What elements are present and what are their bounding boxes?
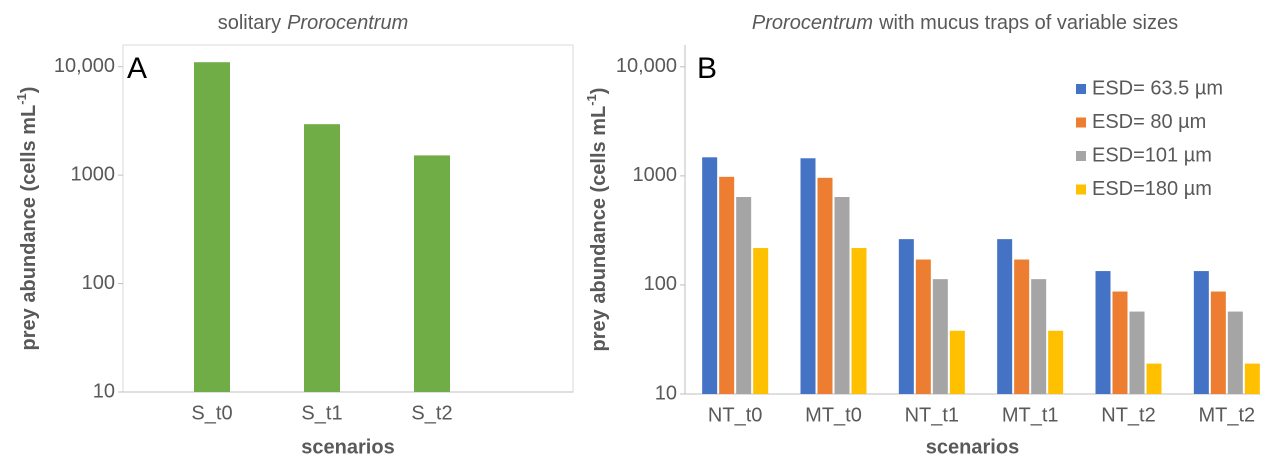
bar xyxy=(1048,330,1064,394)
legend-label: ESD=180 µm xyxy=(1092,178,1212,200)
x-tick-label: S_t0 xyxy=(191,402,232,424)
y-label-part: -1 xyxy=(584,94,599,106)
bar xyxy=(1095,271,1111,394)
bar xyxy=(736,197,752,394)
y-label-part: prey abundance (cells mL xyxy=(588,106,610,352)
y-label-part: ) xyxy=(588,88,610,95)
x-tick-label: MT_t0 xyxy=(805,404,862,426)
x-tick-label: NT_t2 xyxy=(1101,404,1155,426)
legend-swatch xyxy=(1076,117,1086,128)
bar xyxy=(1227,311,1243,394)
x-tick-label: S_t1 xyxy=(301,402,342,424)
bar xyxy=(1129,311,1145,394)
title-part: Prorocentrum xyxy=(752,12,873,34)
y-tick-label: 1000 xyxy=(633,164,678,186)
x-tick-label: MT_t1 xyxy=(1002,404,1059,426)
bar xyxy=(915,259,931,394)
x-tick-label: MT_t2 xyxy=(1198,404,1255,426)
legend-label: ESD= 80 µm xyxy=(1092,111,1206,133)
bar xyxy=(1244,363,1260,394)
y-label-part: -1 xyxy=(14,93,29,105)
legend-swatch xyxy=(1076,84,1086,94)
bar xyxy=(1146,363,1162,394)
x-tick-label: NT_t0 xyxy=(708,404,762,426)
bar xyxy=(1112,291,1128,394)
bar xyxy=(414,155,450,392)
bar xyxy=(753,248,769,394)
bar xyxy=(898,239,914,394)
bar xyxy=(817,177,833,394)
title-part: with mucus traps of variable sizes xyxy=(878,12,1178,34)
bar xyxy=(1031,279,1047,394)
y-tick-label: 10 xyxy=(93,380,115,402)
title-part: Prorocentrum xyxy=(287,12,408,34)
y-label-part: prey abundance (cells mL xyxy=(18,105,40,351)
y-axis-label: prey abundance (cells mL-1) xyxy=(584,88,610,352)
chart-title: solitary Prorocentrum xyxy=(218,12,409,34)
legend-swatch xyxy=(1076,151,1086,161)
y-tick-label: 1000 xyxy=(71,163,116,185)
bar xyxy=(997,239,1013,394)
y-tick-label: 100 xyxy=(644,273,677,295)
bar xyxy=(1210,291,1226,394)
y-axis-label: prey abundance (cells mL-1) xyxy=(14,87,40,351)
y-tick-label: 10,000 xyxy=(54,55,115,77)
bar xyxy=(1014,259,1030,394)
legend-label: ESD=101 µm xyxy=(1092,144,1212,166)
y-label-part: ) xyxy=(18,87,40,94)
panel-label: B xyxy=(697,52,717,85)
panel-label: A xyxy=(127,52,147,85)
bar xyxy=(719,176,735,394)
chart-title: Prorocentrum with mucus traps of variable… xyxy=(752,12,1178,34)
legend-label: ESD= 63.5 µm xyxy=(1092,77,1223,99)
title-part: solitary xyxy=(218,12,281,34)
y-tick-label: 10,000 xyxy=(616,55,677,77)
bar xyxy=(949,330,965,394)
plot-frame xyxy=(122,44,574,393)
bar xyxy=(800,158,816,394)
bar xyxy=(932,279,948,394)
x-tick-label: NT_t1 xyxy=(905,404,959,426)
bar xyxy=(1193,271,1209,394)
bar xyxy=(834,197,850,394)
x-axis-label: scenarios xyxy=(301,436,394,458)
x-axis-label: scenarios xyxy=(926,436,1019,458)
bar xyxy=(194,62,230,393)
bar xyxy=(304,124,340,392)
y-tick-label: 10 xyxy=(655,382,677,404)
bar xyxy=(702,157,718,394)
x-tick-label: S_t2 xyxy=(411,402,452,424)
y-tick-label: 100 xyxy=(82,272,115,294)
legend-swatch xyxy=(1076,184,1086,195)
bar xyxy=(851,248,867,394)
